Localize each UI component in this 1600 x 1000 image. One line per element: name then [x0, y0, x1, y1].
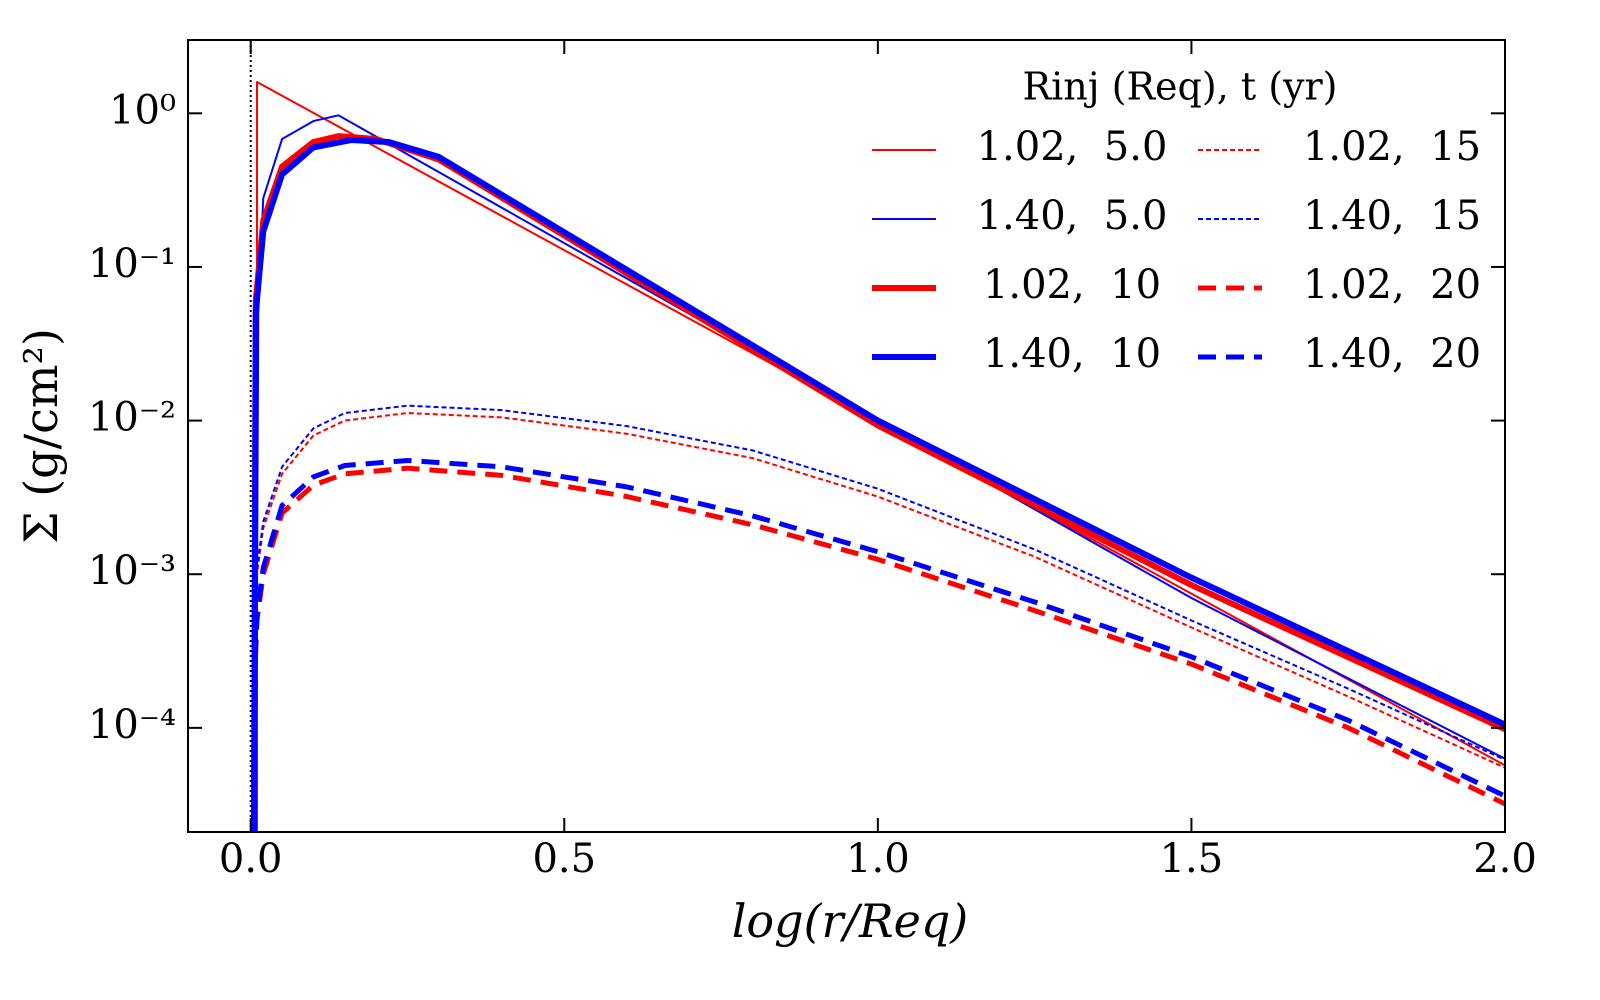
data-line — [251, 133, 1505, 832]
x-tick-label: 0.0 — [219, 836, 283, 882]
plot-lines — [249, 40, 1505, 832]
legend-label: 1.02, 20 — [1303, 262, 1481, 308]
x-tick-label: 0.5 — [532, 836, 596, 882]
legend-label: 1.02, 15 — [1303, 124, 1481, 170]
data-line — [252, 412, 1505, 832]
x-tick-label: 1.0 — [846, 836, 910, 882]
legend-label: 1.40, 15 — [1303, 193, 1481, 239]
x-tick-label: 1.5 — [1160, 836, 1224, 882]
data-line — [252, 404, 1505, 832]
legend-label: 1.02, 10 — [983, 262, 1161, 308]
legend-label: 1.40, 20 — [1303, 331, 1481, 377]
x-axis-label: log(r/Req) — [732, 894, 969, 948]
x-tick-label: 2.0 — [1473, 836, 1537, 882]
legend-label: 1.40, 10 — [983, 331, 1161, 377]
data-line — [251, 137, 1505, 832]
y-tick-label: 10⁰ — [109, 87, 176, 133]
legend-title: Rinj (Req), t (yr) — [1023, 65, 1338, 109]
data-line — [251, 457, 1505, 832]
y-tick-label: 10⁻² — [88, 395, 176, 441]
y-axis-label: Σ (g/cm²) — [14, 328, 68, 544]
legend-label: 1.02, 5.0 — [977, 124, 1168, 170]
plot-frame — [187, 39, 1506, 833]
y-tick-label: 10⁻⁴ — [88, 702, 176, 748]
legend-label: 1.40, 5.0 — [977, 193, 1168, 239]
y-tick-label: 10⁻¹ — [88, 241, 176, 287]
y-tick-label: 10⁻³ — [88, 548, 176, 594]
